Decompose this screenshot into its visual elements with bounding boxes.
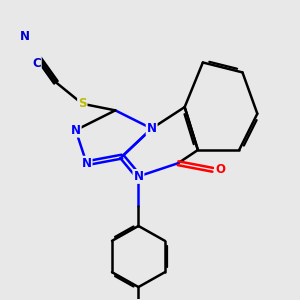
Text: N: N [20, 30, 30, 43]
Text: N: N [147, 122, 157, 135]
Text: N: N [134, 170, 143, 183]
Text: O: O [215, 163, 225, 176]
Text: N: N [71, 124, 81, 137]
Text: S: S [78, 97, 86, 110]
Text: N: N [82, 157, 92, 170]
Text: C: C [32, 57, 41, 70]
